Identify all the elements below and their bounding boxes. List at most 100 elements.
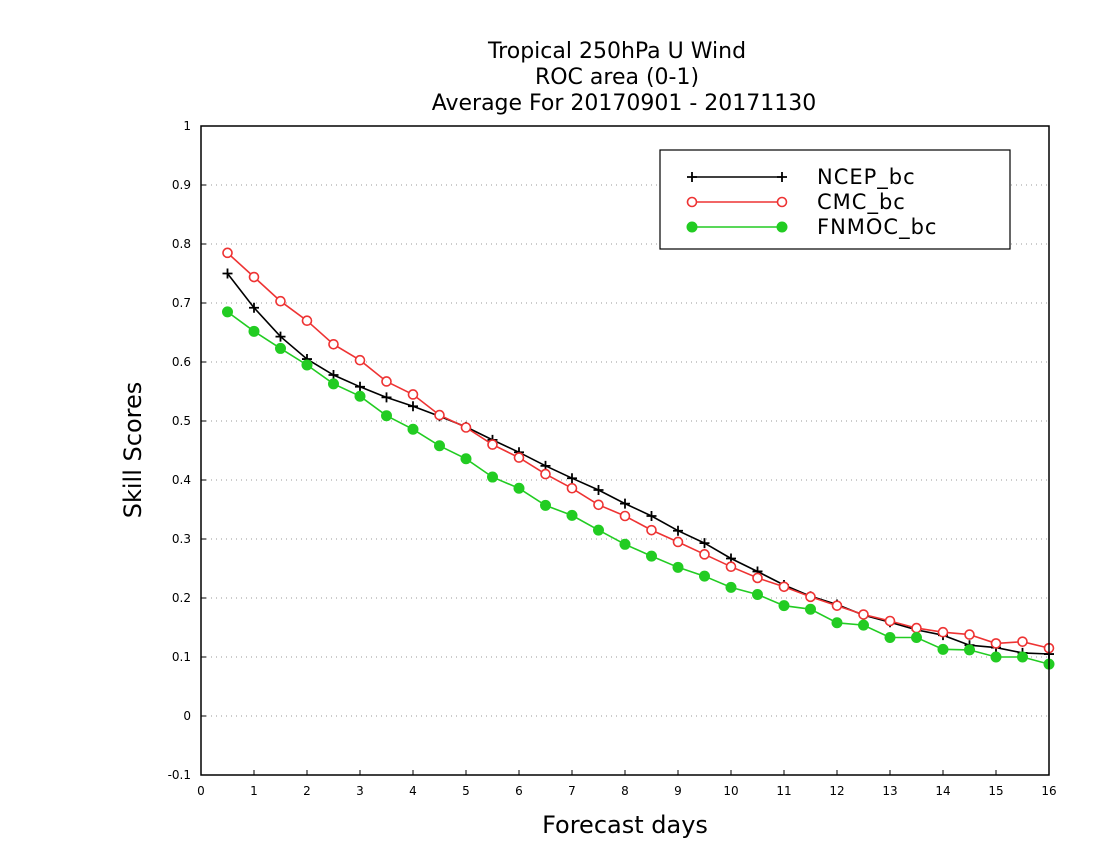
data-point-marker	[381, 410, 392, 422]
x-tick-label: 3	[356, 784, 364, 798]
x-tick-label: 5	[462, 784, 470, 798]
data-point-marker	[778, 600, 790, 612]
data-point-marker	[805, 591, 816, 603]
data-point-marker	[725, 561, 737, 573]
data-point-marker	[725, 581, 737, 593]
y-tick-label: 0.6	[172, 355, 191, 369]
data-point-marker	[964, 644, 975, 656]
data-point-marker	[593, 499, 604, 511]
data-point-marker	[381, 392, 392, 403]
legend-label: NCEP_bc	[817, 165, 916, 190]
data-point-marker	[777, 172, 787, 182]
series-ncep-bc	[222, 268, 1054, 660]
data-point-marker	[673, 525, 683, 536]
x-tick-label: 4	[409, 784, 417, 798]
data-point-marker	[381, 376, 392, 387]
data-point-marker	[672, 561, 684, 573]
x-tick-label: 8	[621, 784, 629, 798]
data-point-marker	[434, 440, 445, 452]
data-point-marker	[487, 439, 498, 450]
data-point-marker	[776, 221, 788, 233]
x-tick-label: 7	[568, 784, 576, 798]
x-tick-label: 6	[515, 784, 523, 798]
data-point-marker	[752, 572, 763, 584]
data-point-marker	[858, 609, 869, 620]
x-tick-label: 12	[829, 784, 844, 798]
data-point-marker	[301, 359, 313, 371]
y-tick-label: 0.8	[172, 237, 191, 251]
data-point-marker	[275, 331, 286, 342]
data-point-marker	[699, 549, 710, 560]
data-point-marker	[1017, 636, 1028, 647]
legend-item: FNMOC_bc	[686, 215, 937, 240]
data-point-marker	[778, 581, 790, 593]
x-tick-label: 11	[776, 784, 791, 798]
data-point-marker	[646, 550, 657, 562]
x-tick-label: 0	[197, 784, 205, 798]
data-point-marker	[328, 369, 339, 380]
data-point-marker	[248, 271, 260, 283]
series-line	[227, 311, 1050, 665]
data-point-marker	[540, 468, 551, 480]
x-tick-label: 14	[935, 784, 950, 798]
y-axis-label: Skill Scores	[119, 382, 147, 519]
legend-item: NCEP_bc	[687, 165, 916, 190]
data-point-marker	[858, 619, 869, 631]
series-line	[226, 252, 1050, 649]
data-point-marker	[487, 471, 498, 483]
x-axis-label: Forecast days	[542, 811, 708, 839]
data-point-marker	[884, 615, 896, 627]
data-point-marker	[407, 423, 419, 435]
y-tick-label: 0.3	[172, 532, 191, 546]
data-point-marker	[566, 482, 578, 494]
data-point-marker	[460, 422, 472, 433]
legend-label: FNMOC_bc	[817, 215, 937, 240]
data-point-marker	[687, 172, 697, 182]
data-point-marker	[619, 510, 631, 522]
data-point-marker	[248, 325, 260, 337]
data-point-marker	[567, 473, 577, 484]
data-point-marker	[434, 409, 445, 421]
data-point-marker	[328, 338, 339, 350]
x-tick-label: 13	[882, 784, 897, 798]
data-point-marker	[937, 643, 949, 655]
data-point-marker	[964, 629, 975, 640]
data-point-marker	[776, 196, 788, 208]
data-point-marker	[646, 510, 657, 521]
chart-title: Tropical 250hPa U Wind ROC area (0-1) Av…	[432, 39, 817, 116]
data-point-marker	[513, 452, 525, 463]
data-point-marker	[686, 221, 698, 233]
data-point-marker	[884, 632, 896, 644]
data-point-marker	[990, 638, 1002, 649]
y-tick-label: 0.4	[172, 473, 191, 487]
data-point-marker	[593, 524, 604, 536]
x-tick-label: 9	[674, 784, 682, 798]
data-point-marker	[513, 482, 525, 494]
legend-label: CMC_bc	[817, 190, 906, 215]
y-tick-label: 0.2	[172, 591, 191, 605]
data-point-marker	[911, 622, 922, 634]
data-point-marker	[275, 295, 286, 307]
data-point-marker	[355, 381, 365, 392]
x-tick-label: 10	[723, 784, 738, 798]
data-point-marker	[1017, 651, 1028, 663]
x-tick-label: 15	[988, 784, 1003, 798]
data-point-marker	[805, 603, 816, 615]
legend-item: CMC_bc	[686, 190, 906, 215]
data-point-marker	[222, 306, 233, 318]
data-point-marker	[249, 302, 259, 313]
data-point-marker	[619, 538, 631, 550]
data-point-marker	[646, 524, 657, 536]
data-point-marker	[566, 509, 578, 521]
data-point-marker	[752, 588, 763, 600]
series-line	[226, 273, 1050, 655]
data-point-marker	[672, 536, 684, 548]
data-point-marker	[222, 247, 233, 259]
data-point-marker	[222, 268, 233, 279]
legend-box	[659, 149, 1011, 250]
x-axis-ticks: 0 1 2 3 4 5 6 7 8 9 10 11 12 13 14 15 16	[197, 770, 1057, 798]
chart-title-line-3: Average For 20170901 - 20171130	[432, 91, 817, 116]
y-axis-ticks: -0.1 0 0.1 0.2 0.3 0.4 0.5 0.6 0.7 0.8 0.9 1	[168, 119, 206, 782]
